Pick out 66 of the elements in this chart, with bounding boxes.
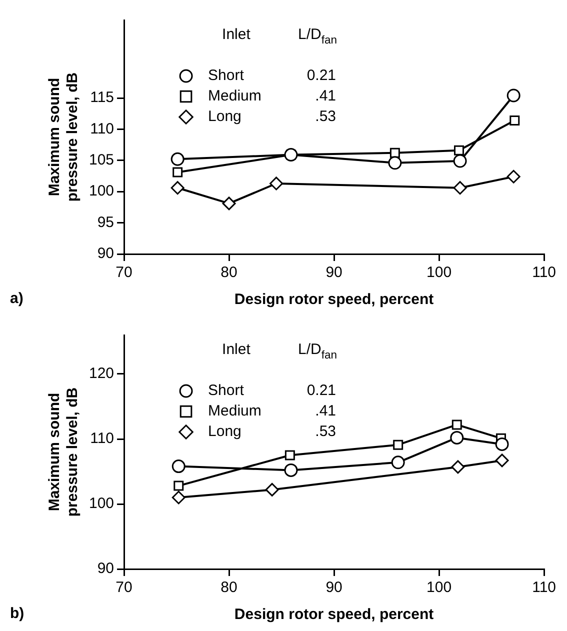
point — [495, 454, 509, 468]
x-tick-label: 70 — [116, 264, 132, 282]
point — [388, 156, 402, 170]
x-tick-label: 80 — [220, 579, 238, 596]
point — [284, 450, 295, 460]
x-tick-label: 80 — [220, 264, 238, 282]
x-tick-label: 90 — [326, 579, 342, 596]
point — [453, 154, 467, 168]
point — [506, 88, 520, 102]
x-tick-label: 70 — [116, 579, 132, 596]
point — [172, 490, 186, 504]
point — [170, 152, 184, 166]
x-tick-label: 100 — [426, 579, 452, 596]
x-axis-title: Design rotor speed, percent — [234, 291, 434, 308]
x-tick-label: 100 — [426, 264, 452, 282]
annotation: .41 — [315, 88, 336, 105]
annotation: .53 — [315, 108, 336, 126]
point — [453, 181, 467, 195]
y-tick-label: 100 — [88, 495, 114, 512]
point — [506, 170, 520, 184]
y-tick-label: 90 — [97, 560, 114, 578]
point — [391, 456, 405, 470]
point — [172, 460, 186, 474]
y-tick-label: 115 — [90, 89, 114, 106]
legend-label: Long — [208, 108, 242, 126]
legend-label: Medium — [208, 402, 262, 420]
point — [393, 440, 404, 450]
legend-title: Inlet — [222, 26, 252, 44]
legend-title: Inlet — [222, 341, 252, 358]
text: a) — [10, 290, 24, 308]
x-tick-label: 90 — [326, 264, 342, 282]
point — [451, 460, 465, 474]
point — [452, 420, 462, 430]
y-tick-label: 90 — [97, 245, 114, 262]
point — [284, 463, 298, 477]
y-tick-label: 110 — [90, 430, 114, 448]
annotation: 0.21 — [306, 67, 336, 84]
point — [454, 145, 464, 156]
point — [174, 480, 184, 491]
legend-label: Short — [208, 67, 245, 84]
point — [450, 430, 464, 444]
y-tick-label: 120 — [88, 365, 114, 382]
point — [495, 437, 509, 451]
annotation: .53 — [315, 423, 336, 440]
y-tick-label: 100 — [88, 182, 114, 200]
point — [390, 148, 400, 158]
y-axis-title: Maximum sound pressure level, dB — [46, 72, 82, 202]
y-axis-title: Maximum sound pressure level, dB — [46, 387, 82, 517]
legend-label: Long — [208, 423, 242, 440]
x-axis-title: Design rotor speed, percent — [234, 606, 434, 624]
text: b) — [10, 605, 24, 622]
y-tick-label: 95 — [97, 214, 114, 231]
x-tick-label: 110 — [532, 264, 556, 282]
x-tick-label: 110 — [532, 579, 556, 596]
point — [170, 181, 184, 195]
point — [172, 167, 183, 178]
legend-label: Medium — [208, 88, 262, 105]
point — [265, 482, 279, 496]
legend-label: Short — [208, 382, 245, 400]
annotation: 0.21 — [306, 382, 336, 400]
y-tick-label: 110 — [90, 120, 114, 138]
point — [510, 115, 520, 126]
y-tick-label: 105 — [88, 152, 114, 169]
annotation: .41 — [315, 402, 336, 420]
point — [270, 176, 284, 190]
point — [222, 196, 236, 210]
